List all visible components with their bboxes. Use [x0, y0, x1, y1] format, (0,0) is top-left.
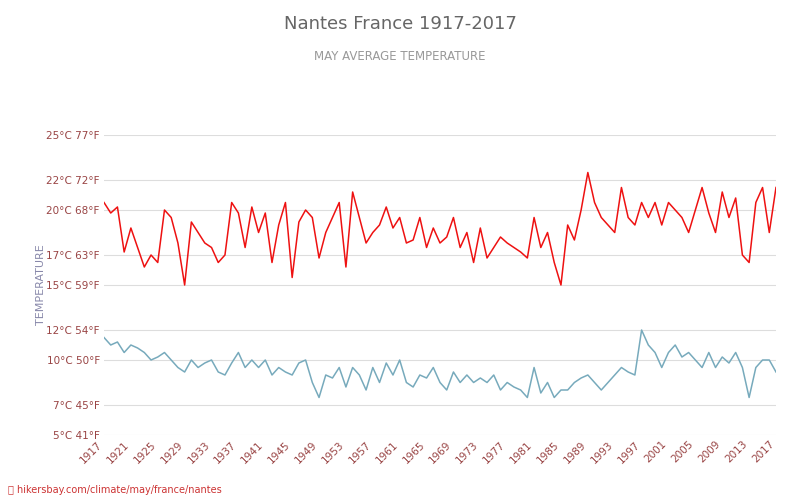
- Text: MAY AVERAGE TEMPERATURE: MAY AVERAGE TEMPERATURE: [314, 50, 486, 63]
- Y-axis label: TEMPERATURE: TEMPERATURE: [36, 244, 46, 326]
- Text: Nantes France 1917-2017: Nantes France 1917-2017: [283, 15, 517, 33]
- Text: 📍 hikersbay.com/climate/may/france/nantes: 📍 hikersbay.com/climate/may/france/nante…: [8, 485, 222, 495]
